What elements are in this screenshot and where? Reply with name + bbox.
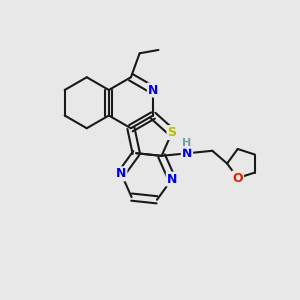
Text: O: O <box>232 172 243 184</box>
Text: N: N <box>148 83 158 97</box>
Text: N: N <box>116 167 126 180</box>
Text: S: S <box>167 126 176 139</box>
Text: H: H <box>182 138 192 148</box>
Text: N: N <box>167 173 177 186</box>
Text: N: N <box>182 147 192 160</box>
